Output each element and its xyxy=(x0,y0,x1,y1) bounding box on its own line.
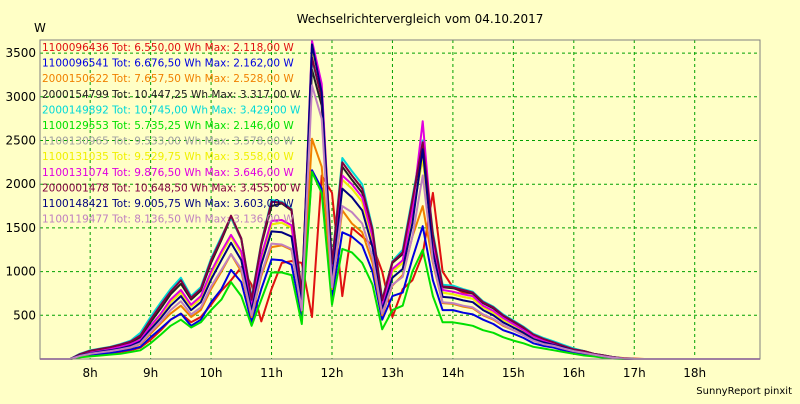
legend-entry: 1100148421 Tot: 9.005,75 Wh Max: 3.603,0… xyxy=(42,198,294,210)
y-tick-label: 2500 xyxy=(5,134,36,148)
x-tick-label: 18h xyxy=(683,366,706,380)
y-tick-label: 1000 xyxy=(5,265,36,279)
grid xyxy=(40,40,760,359)
y-axis-ticks: 500 1000 1500 2000 2500 3000 3500 xyxy=(5,46,36,322)
x-tick-label: 8h xyxy=(83,366,98,380)
legend-entry: 1100119477 Tot: 8.136,50 Wh Max: 3.136,0… xyxy=(42,214,294,226)
y-tick-label: 1500 xyxy=(5,221,36,235)
legend-entry: 1100096541 Tot: 6.676,50 Wh Max: 2.162,0… xyxy=(42,58,294,70)
x-axis-ticks: 8h 9h 10h 11h 12h 13h 14h 15h 16h 17h 18h xyxy=(83,366,707,380)
footer-credit: SunnyReport pinxit xyxy=(696,386,792,397)
x-tick-label: 14h xyxy=(441,366,464,380)
y-tick-label: 3000 xyxy=(5,90,36,104)
chart-title: Wechselrichtervergleich vom 04.10.2017 xyxy=(297,12,544,26)
plot-area-frame xyxy=(39,39,761,360)
legend-entry: 1100131074 Tot: 9.876,50 Wh Max: 3.646,0… xyxy=(42,167,294,179)
legend-entry: 2000150622 Tot: 7.657,50 Wh Max: 2.528,0… xyxy=(42,73,294,85)
x-tick-label: 17h xyxy=(623,366,646,380)
legend-entry: 1100096436 Tot: 6.550,00 Wh Max: 2.118,0… xyxy=(42,42,294,54)
legend-entry: 2000149892 Tot: 10.745,00 Wh Max: 3.429,… xyxy=(42,104,301,116)
x-tick-label: 15h xyxy=(502,366,525,380)
y-tick-label: 500 xyxy=(13,308,36,322)
y-axis-label: W xyxy=(34,21,46,35)
x-tick-label: 11h xyxy=(260,366,283,380)
y-tick-label: 2000 xyxy=(5,177,36,191)
x-tick-label: 16h xyxy=(562,366,585,380)
legend-entry: 2000154799 Tot: 10.447,25 Wh Max: 3.317,… xyxy=(42,89,301,101)
y-tick-label: 3500 xyxy=(5,46,36,60)
legend: 1100096436 Tot: 6.550,00 Wh Max: 2.118,0… xyxy=(42,42,301,226)
x-tick-label: 12h xyxy=(321,366,344,380)
legend-entry: 2000001478 Tot: 10.648,50 Wh Max: 3.455,… xyxy=(42,182,301,194)
x-tick-label: 10h xyxy=(200,366,223,380)
legend-entry: 1100129553 Tot: 5.735,25 Wh Max: 2.146,0… xyxy=(42,120,294,132)
legend-entry: 1100131035 Tot: 9.529,75 Wh Max: 3.558,0… xyxy=(42,151,294,163)
x-tick-label: 9h xyxy=(143,366,158,380)
legend-entry: 1100130965 Tot: 9.533,00 Wh Max: 3.578,0… xyxy=(42,136,294,148)
x-tick-label: 13h xyxy=(381,366,404,380)
